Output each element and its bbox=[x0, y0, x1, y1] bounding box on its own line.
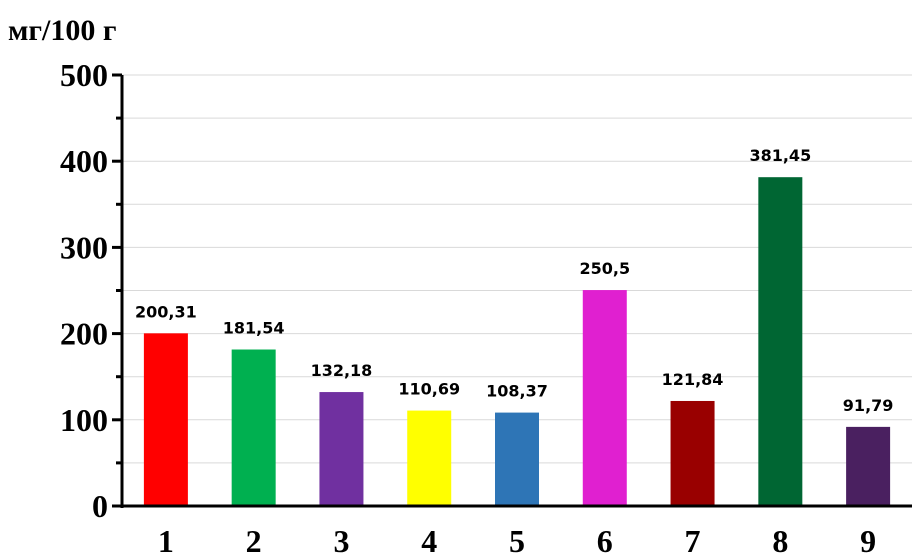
data-label-7: 121,84 bbox=[662, 370, 724, 389]
y-tick-label-200: 200 bbox=[60, 316, 108, 352]
y-tick-label-0: 0 bbox=[92, 488, 108, 524]
y-tick-label-500: 500 bbox=[60, 57, 108, 93]
x-tick-label-3: 3 bbox=[333, 523, 349, 557]
x-tick-label-8: 8 bbox=[772, 523, 788, 557]
bars bbox=[143, 177, 891, 506]
data-label-4: 110,69 bbox=[398, 380, 460, 399]
data-label-6: 250,5 bbox=[579, 259, 630, 278]
data-label-1: 200,31 bbox=[135, 302, 197, 321]
bar-2 bbox=[231, 349, 276, 506]
data-labels: 200,31 181,54 132,18 110,69 108,37 250,5 121,8… bbox=[135, 146, 893, 415]
x-tick-label-4: 4 bbox=[421, 523, 437, 557]
data-label-8: 381,45 bbox=[749, 146, 811, 165]
bar-6 bbox=[582, 290, 627, 506]
bar-7 bbox=[670, 400, 715, 506]
x-tick-label-5: 5 bbox=[509, 523, 525, 557]
y-tick-label-100: 100 bbox=[60, 402, 108, 438]
data-label-9: 91,79 bbox=[843, 396, 894, 415]
x-tick-label-9: 9 bbox=[860, 523, 876, 557]
y-tick-label-300: 300 bbox=[60, 229, 108, 265]
y-tick-label-400: 400 bbox=[60, 143, 108, 179]
y-unit-label: мг/100 г bbox=[8, 14, 117, 47]
axes: 1 2 3 4 5 6 7 8 9 0 100 200 300 400 500 bbox=[60, 57, 912, 557]
x-tick-label-6: 6 bbox=[597, 523, 613, 557]
data-label-3: 132,18 bbox=[311, 361, 373, 380]
data-label-2: 181,54 bbox=[223, 319, 285, 338]
bar-8 bbox=[758, 177, 803, 506]
x-tick-label-2: 2 bbox=[246, 523, 262, 557]
bar-5 bbox=[495, 412, 539, 506]
x-tick-label-1: 1 bbox=[158, 523, 174, 557]
bar-1 bbox=[143, 333, 188, 506]
bar-9 bbox=[846, 426, 891, 506]
bar-3 bbox=[319, 392, 364, 506]
data-label-5: 108,37 bbox=[486, 382, 548, 401]
x-tick-label-7: 7 bbox=[685, 523, 701, 557]
bar-4 bbox=[407, 410, 452, 506]
